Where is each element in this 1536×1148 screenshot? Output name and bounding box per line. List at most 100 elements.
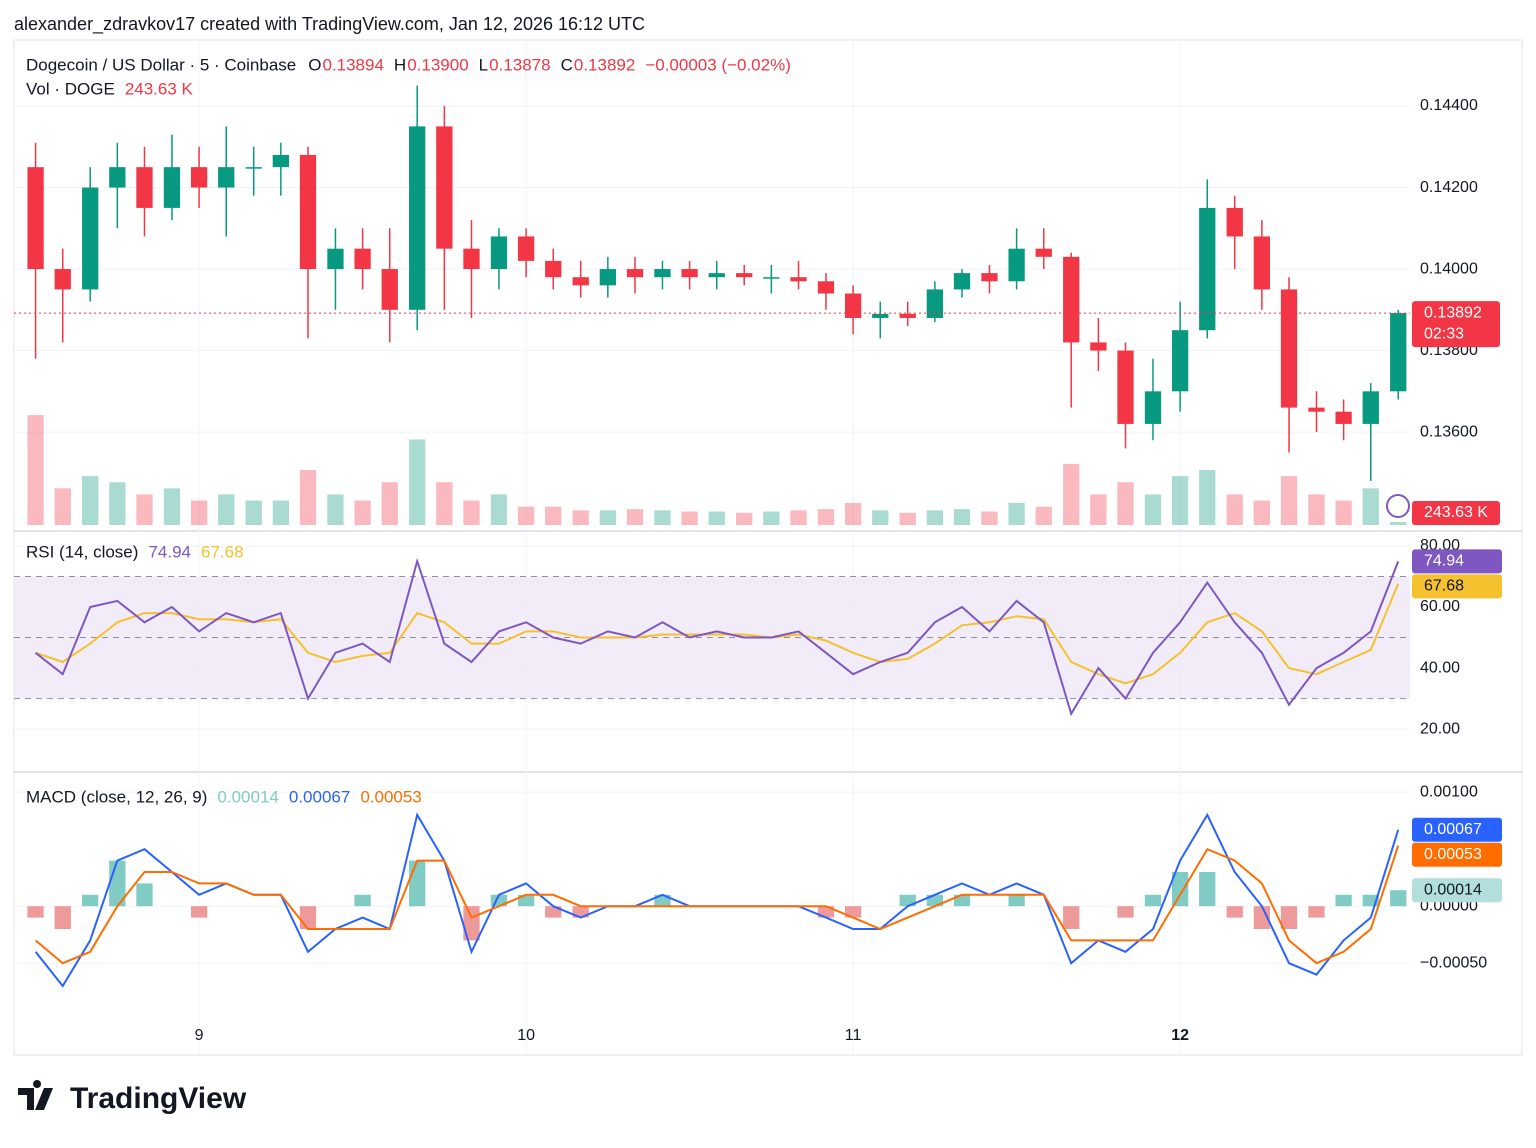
- histogram-bar: [136, 883, 153, 907]
- histogram-bar: [817, 906, 835, 918]
- volume-bar: [981, 511, 998, 525]
- candle-body: [82, 187, 99, 290]
- candle-body: [1144, 391, 1162, 424]
- candle-body: [136, 167, 153, 208]
- candle-body: [490, 236, 508, 270]
- histogram-bar: [1171, 871, 1189, 907]
- candle-body: [1280, 289, 1298, 408]
- brand: TradingView: [70, 1082, 247, 1115]
- value-tag: [1412, 549, 1502, 574]
- histogram-bar: [190, 906, 208, 918]
- candle-body: [981, 273, 998, 282]
- legend-title: MACD (close, 12, 26, 9): [26, 787, 207, 806]
- candle-body: [763, 277, 780, 279]
- volume-bar: [1362, 488, 1379, 525]
- volume-bar: [245, 500, 262, 525]
- change: −0.00003 (−0.02%): [645, 55, 791, 74]
- volume-bar: [790, 510, 807, 525]
- ohlc-label: O: [308, 55, 321, 74]
- volume-bar: [953, 509, 971, 525]
- histogram-bar: [299, 906, 317, 930]
- candle-body: [736, 273, 753, 278]
- histogram-bar: [54, 906, 71, 930]
- histogram-bar: [82, 894, 99, 907]
- volume-title: Vol · DOGE: [26, 79, 115, 98]
- candle-body: [953, 273, 971, 290]
- volume-bar: [1008, 503, 1025, 525]
- legend-value: 67.68: [201, 542, 244, 561]
- value-tag: [1412, 574, 1502, 599]
- countdown: 02:33: [1424, 325, 1464, 342]
- histogram-bar: [409, 860, 426, 907]
- histogram-bar: [654, 894, 671, 907]
- y-tick-label: 0.00100: [1420, 783, 1478, 800]
- legend-value: 74.94: [148, 542, 191, 561]
- value-tag: [1412, 817, 1502, 842]
- legend-value: 0.00014: [217, 787, 278, 806]
- y-tick-label: −0.00050: [1420, 954, 1487, 971]
- volume-bar: [1253, 500, 1271, 525]
- candle-body: [1035, 248, 1052, 257]
- candle-body: [817, 281, 835, 294]
- ohlc-value: 0.13892: [574, 55, 635, 74]
- volume-bar: [1171, 476, 1189, 525]
- candle-body: [1335, 411, 1352, 424]
- candle-body: [1199, 207, 1216, 331]
- histogram-bar: [1063, 906, 1080, 930]
- candle-body: [1226, 207, 1243, 237]
- candle-body: [1390, 313, 1407, 392]
- volume-bar: [490, 494, 508, 525]
- histogram-bar: [1308, 906, 1325, 918]
- volume-bar: [109, 482, 126, 525]
- candle-body: [926, 289, 943, 318]
- volume-bar: [817, 509, 835, 525]
- volume-bar: [1063, 463, 1080, 525]
- candle-body: [790, 277, 807, 282]
- rsi-line: [34, 557, 1400, 717]
- histogram-bar: [926, 894, 943, 907]
- ohlc-value: 0.13878: [489, 55, 550, 74]
- volume-bar: [763, 511, 780, 525]
- candle-body: [272, 154, 289, 168]
- ohlc-label: C: [561, 55, 573, 74]
- price-tag: [1412, 301, 1500, 348]
- value-tag: [1412, 842, 1502, 867]
- candle-body: [463, 248, 480, 270]
- x-tick-label: 12: [1171, 1027, 1189, 1044]
- legend-value: 0.00067: [289, 787, 350, 806]
- value-tag: [1412, 878, 1502, 903]
- x-tick-label: 9: [195, 1027, 204, 1044]
- histogram-bar: [517, 894, 535, 907]
- candle-body: [681, 269, 698, 278]
- histogram-bar: [844, 906, 862, 918]
- y-tick-label: 40.00: [1420, 659, 1460, 676]
- volume-bar: [82, 476, 99, 525]
- histogram-bar: [1280, 906, 1298, 930]
- legend-title: Dogecoin / US Dollar · 5 · Coinbase: [26, 55, 296, 74]
- candle-body: [327, 248, 344, 270]
- volume-bar: [926, 510, 943, 525]
- ohlc-label: L: [479, 55, 488, 74]
- volume-value: 243.63 K: [125, 79, 194, 98]
- candle-body: [626, 269, 644, 278]
- x-tick-label: 11: [845, 1027, 862, 1044]
- candle-body: [1253, 236, 1271, 290]
- volume-bar: [354, 500, 371, 525]
- candle-body: [517, 236, 535, 261]
- volume-bar: [681, 511, 698, 525]
- histogram-bar: [1199, 871, 1216, 907]
- histogram-bar: [1008, 894, 1025, 907]
- frame: [13, 39, 1523, 1056]
- candle-body: [245, 167, 262, 169]
- legend-value: 0.00053: [360, 787, 421, 806]
- candle-body: [354, 248, 371, 270]
- y-tick-label: 0.14000: [1420, 260, 1478, 277]
- volume-bar: [899, 512, 916, 525]
- value-tag-text: 0.00014: [1424, 881, 1482, 898]
- candle-body: [381, 269, 398, 310]
- volume-bar: [626, 509, 644, 525]
- volume-bar: [1117, 482, 1134, 525]
- value-tag-text: 67.68: [1424, 578, 1464, 595]
- candle-body: [654, 269, 671, 278]
